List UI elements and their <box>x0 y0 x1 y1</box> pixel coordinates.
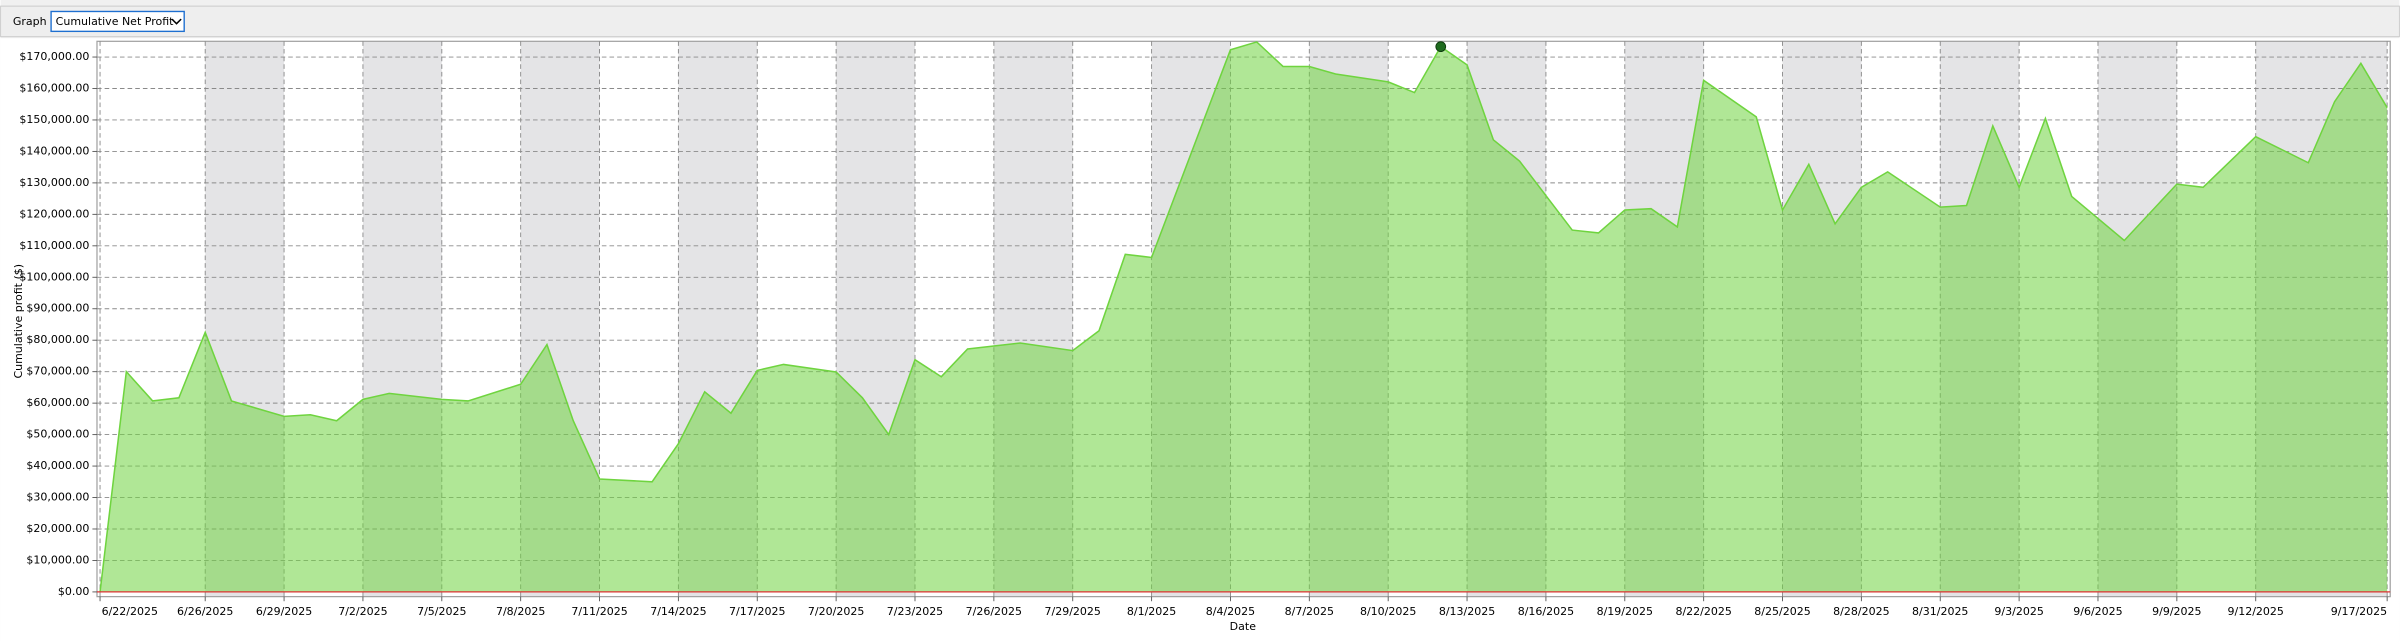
y-tick-label: $130,000.00 <box>19 176 89 189</box>
select-box[interactable] <box>50 10 185 33</box>
x-tick-label: 8/31/2025 <box>1912 605 1968 618</box>
x-tick-label: 7/29/2025 <box>1045 605 1101 618</box>
x-tick-label: 7/20/2025 <box>808 605 864 618</box>
x-tick-label: 8/4/2025 <box>1206 605 1255 618</box>
x-tick-label: 7/2/2025 <box>338 605 387 618</box>
y-tick-label: $160,000.00 <box>19 82 89 95</box>
x-tick-label: 9/9/2025 <box>2152 605 2201 618</box>
plot-frame <box>96 40 2391 598</box>
x-tick-label: 7/5/2025 <box>417 605 466 618</box>
y-tick-label: $10,000.00 <box>26 553 89 566</box>
y-tick-label: $140,000.00 <box>19 144 89 157</box>
y-tick-label: $30,000.00 <box>26 491 89 504</box>
y-tick-label: $120,000.00 <box>19 207 89 220</box>
y-tick-label: $20,000.00 <box>26 522 89 535</box>
highlight-point <box>1435 41 1447 53</box>
y-tick-label: $150,000.00 <box>19 113 89 126</box>
x-tick-label: 6/22/2025 <box>102 605 158 618</box>
x-tick-label: 9/17/2025 <box>2331 605 2387 618</box>
y-tick-label: $100,000.00 <box>19 270 89 283</box>
x-tick-label: 8/19/2025 <box>1597 605 1653 618</box>
plot: $0.00 $10,000.00 $20,000.00 $30,000.00 $40,0… <box>19 40 2391 618</box>
x-tick-label: 9/12/2025 <box>2228 605 2284 618</box>
y-tick-label: $70,000.00 <box>26 365 89 378</box>
y-axis-label: Cumulative profit ($) <box>12 264 25 379</box>
x-tick-label: 8/7/2025 <box>1285 605 1334 618</box>
x-tick-label: 9/6/2025 <box>2073 605 2122 618</box>
x-tick-label: 6/26/2025 <box>177 605 233 618</box>
x-tick-label: 8/13/2025 <box>1439 605 1495 618</box>
y-tick-label: $170,000.00 <box>19 50 89 63</box>
select-arrow[interactable] <box>171 18 182 25</box>
x-tick-label: 8/25/2025 <box>1754 605 1810 618</box>
y-tick-label: $0.00 <box>58 585 90 598</box>
x-tick-label: 7/17/2025 <box>729 605 785 618</box>
x-tick-label: 8/10/2025 <box>1360 605 1416 618</box>
x-tick-label: 6/29/2025 <box>256 605 312 618</box>
toolbar-label: Graph <box>13 15 47 28</box>
y-tick-label: $50,000.00 <box>26 428 89 441</box>
toolbar <box>0 5 2400 38</box>
y-tick-label: $40,000.00 <box>26 459 89 472</box>
x-tick-label: 7/23/2025 <box>887 605 943 618</box>
y-tick-label: $90,000.00 <box>26 302 89 315</box>
x-tick-label: 8/28/2025 <box>1833 605 1889 618</box>
x-tick-label: 7/26/2025 <box>966 605 1022 618</box>
select-value[interactable]: Cumulative Net Profit <box>56 15 174 28</box>
x-tick-label: 8/22/2025 <box>1675 605 1731 618</box>
area-line <box>99 41 2388 593</box>
x-axis-label: Date <box>1230 620 1257 633</box>
y-tick-label: $60,000.00 <box>26 396 89 409</box>
x-tick-label: 8/16/2025 <box>1518 605 1574 618</box>
x-tick-label: 8/1/2025 <box>1127 605 1176 618</box>
y-tick-label: $110,000.00 <box>19 239 89 252</box>
x-tick-label: 9/3/2025 <box>1994 605 2043 618</box>
x-tick-label: 7/14/2025 <box>650 605 706 618</box>
x-tick-label: 7/8/2025 <box>496 605 545 618</box>
y-tick-label: $80,000.00 <box>26 333 89 346</box>
x-tick-label: 7/11/2025 <box>571 605 627 618</box>
graph-select[interactable]: Cumulative Net Profit <box>50 10 185 33</box>
